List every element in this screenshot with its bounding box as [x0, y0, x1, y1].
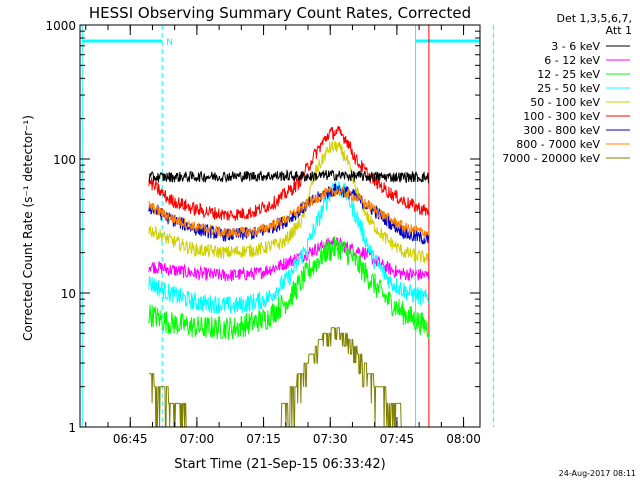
series-line: [148, 125, 430, 221]
legend-entry-label: 300 - 800 keV: [523, 124, 600, 137]
y-axis-label: Corrected Count Rate (s⁻¹ detector⁻¹): [21, 115, 35, 341]
legend-entry-label: 3 - 6 keV: [551, 40, 600, 53]
x-tick-label: 07:30: [313, 432, 348, 446]
x-tick-label: 07:45: [380, 432, 415, 446]
attenuator-label: N: [166, 38, 173, 48]
x-tick-label: 07:00: [180, 432, 215, 446]
y-tick-label: 1000: [45, 19, 76, 33]
series-line: [148, 140, 430, 264]
legend-header: Det 1,3,5,6,7,: [556, 12, 632, 25]
plot-area: N 1 10 100 1000 06:45 07:00 07:15 07:30 07:45 08:0…: [45, 19, 494, 446]
legend-entry-label: 50 - 100 keV: [530, 96, 600, 109]
legend-entry-label: 100 - 300 keV: [523, 110, 600, 123]
y-tick-label: 100: [53, 153, 76, 167]
footer-timestamp: 24-Aug-2017 08:11: [559, 469, 636, 478]
series-line: [148, 185, 430, 239]
legend-entry-label: 12 - 25 keV: [537, 68, 600, 81]
y-tick-label: 10: [61, 287, 76, 301]
series-line: [148, 236, 430, 282]
series-line: [148, 168, 430, 184]
series-line: [148, 236, 430, 340]
chart-title: HESSI Observing Summary Count Rates, Cor…: [89, 4, 471, 22]
x-tick-label: 06:45: [113, 432, 148, 446]
legend-header: Att 1: [606, 24, 632, 37]
y-tick-label: 1: [68, 421, 76, 435]
x-axis-label: Start Time (21-Sep-15 06:33:42): [174, 457, 385, 472]
plot-frame: [79, 24, 481, 428]
legend-entry-label: 25 - 50 keV: [537, 82, 600, 95]
series-line: [148, 181, 430, 314]
legend-entry-label: 6 - 12 keV: [544, 54, 600, 67]
x-tick-label: 08:00: [446, 432, 481, 446]
legend-entry-label: 800 - 7000 keV: [516, 138, 600, 151]
x-tick-label: 07:15: [246, 432, 281, 446]
legend-entry-label: 7000 - 20000 keV: [502, 152, 600, 165]
